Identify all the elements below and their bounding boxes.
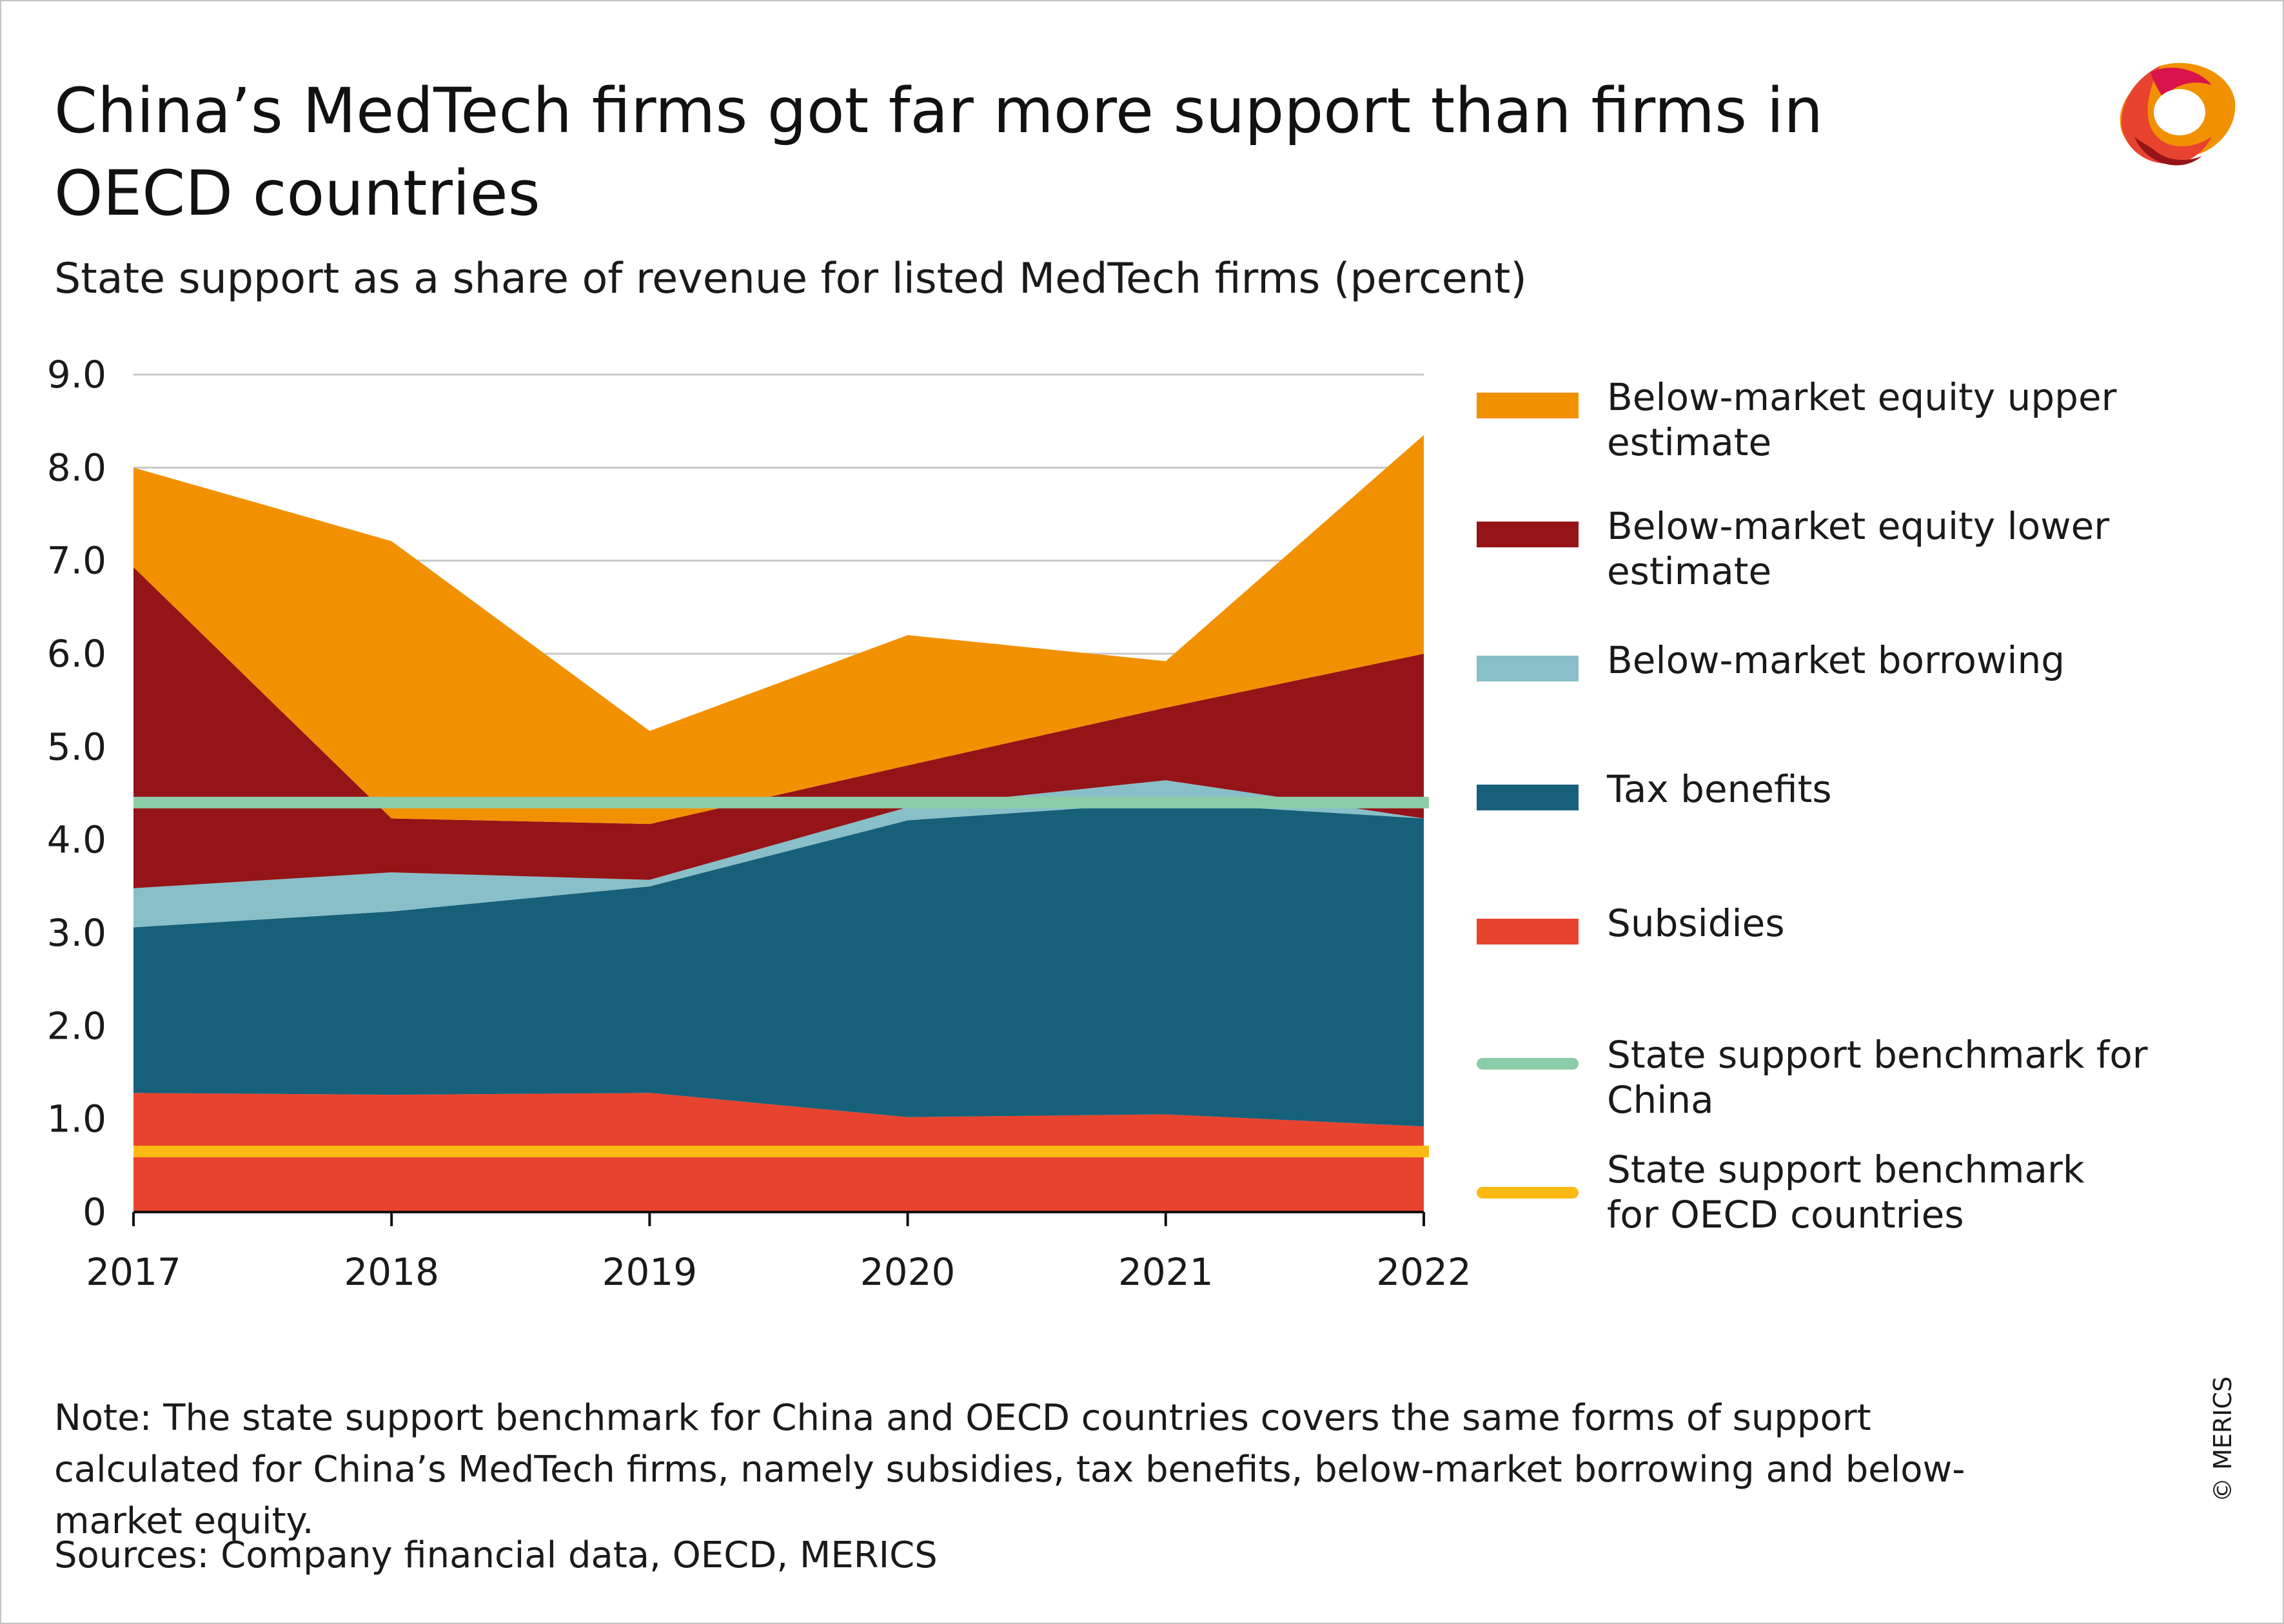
area-tax (133, 802, 1424, 1127)
area-upper_equity (133, 435, 1424, 825)
legend-label-tax: Tax benefits (1607, 767, 1832, 811)
y-tick-label: 7.0 (47, 539, 106, 583)
legend-swatch-subsidies (1477, 919, 1579, 944)
y-tick-label: 1.0 (47, 1097, 106, 1141)
chart-subtitle: State support as a share of revenue for … (54, 255, 1527, 303)
legend-label-borrowing: Below-market borrowing (1607, 638, 2065, 682)
y-tick-label: 4.0 (47, 818, 106, 862)
legend-item-subsidies: Subsidies (1477, 901, 2250, 965)
x-tick-label: 2021 (1118, 1250, 1214, 1294)
legend-label-lower-equity: Below-market equity lower estimate (1607, 504, 2110, 593)
legend-swatch-borrowing (1477, 656, 1579, 681)
y-tick-label: 8.0 (47, 445, 106, 489)
legend-swatch-china-benchmark (1477, 1058, 1579, 1070)
area-borrowing (133, 780, 1424, 928)
legend-label-china-benchmark: State support benchmark for China (1607, 1033, 2148, 1122)
legend-item-oecd-benchmark: State support benchmark for OECD countri… (1477, 1148, 2250, 1277)
x-tick-label: 2022 (1376, 1250, 1472, 1294)
legend-item-lower-equity: Below-market equity lower estimate (1477, 504, 2250, 593)
x-tick-label: 2017 (86, 1250, 181, 1294)
legend-swatch-oecd-benchmark (1477, 1187, 1579, 1198)
legend-label-subsidies: Subsidies (1607, 901, 1785, 945)
area-lower_equity (133, 567, 1424, 888)
legend-swatch-upper-equity (1477, 393, 1579, 418)
x-tick-label: 2019 (602, 1250, 698, 1294)
chart-title: China’s MedTech firms got far more suppo… (54, 75, 1824, 230)
y-tick-label: 9.0 (47, 353, 106, 396)
merics-logo-icon (2120, 63, 2236, 166)
legend-label-upper-equity: Below-market equity upper estimate (1607, 375, 2117, 464)
y-tick-label: 5.0 (47, 725, 106, 768)
y-tick-label: 3.0 (47, 911, 106, 955)
y-tick-label: 6.0 (47, 632, 106, 676)
legend-item-tax: Tax benefits (1477, 767, 2250, 831)
legend-item-borrowing: Below-market borrowing (1477, 638, 2250, 702)
legend-item-china-benchmark: State support benchmark for China (1477, 1032, 2250, 1122)
y-tick-label: 0 (83, 1190, 106, 1234)
copyright: © MERICS (2209, 1376, 2237, 1502)
x-tick-label: 2018 (344, 1250, 439, 1294)
legend-label-oecd-benchmark: State support benchmark for OECD countri… (1607, 1148, 2085, 1237)
legend-swatch-tax (1477, 785, 1579, 810)
chart-sources: Sources: Company financial data, OECD, M… (54, 1534, 938, 1576)
chart-note: Note: The state support benchmark for Ch… (54, 1397, 1965, 1542)
area-chart: 2017 2018 2019 2020 2021 2022 0 1.0 2.0 3.0 4.0 5.0… (47, 353, 1472, 1294)
legend-swatch-lower-equity (1477, 522, 1579, 547)
x-tick-label: 2020 (860, 1250, 956, 1294)
y-tick-label: 2.0 (47, 1004, 106, 1048)
legend-item-upper-equity: Below-market equity upper estimate (1477, 375, 2250, 464)
